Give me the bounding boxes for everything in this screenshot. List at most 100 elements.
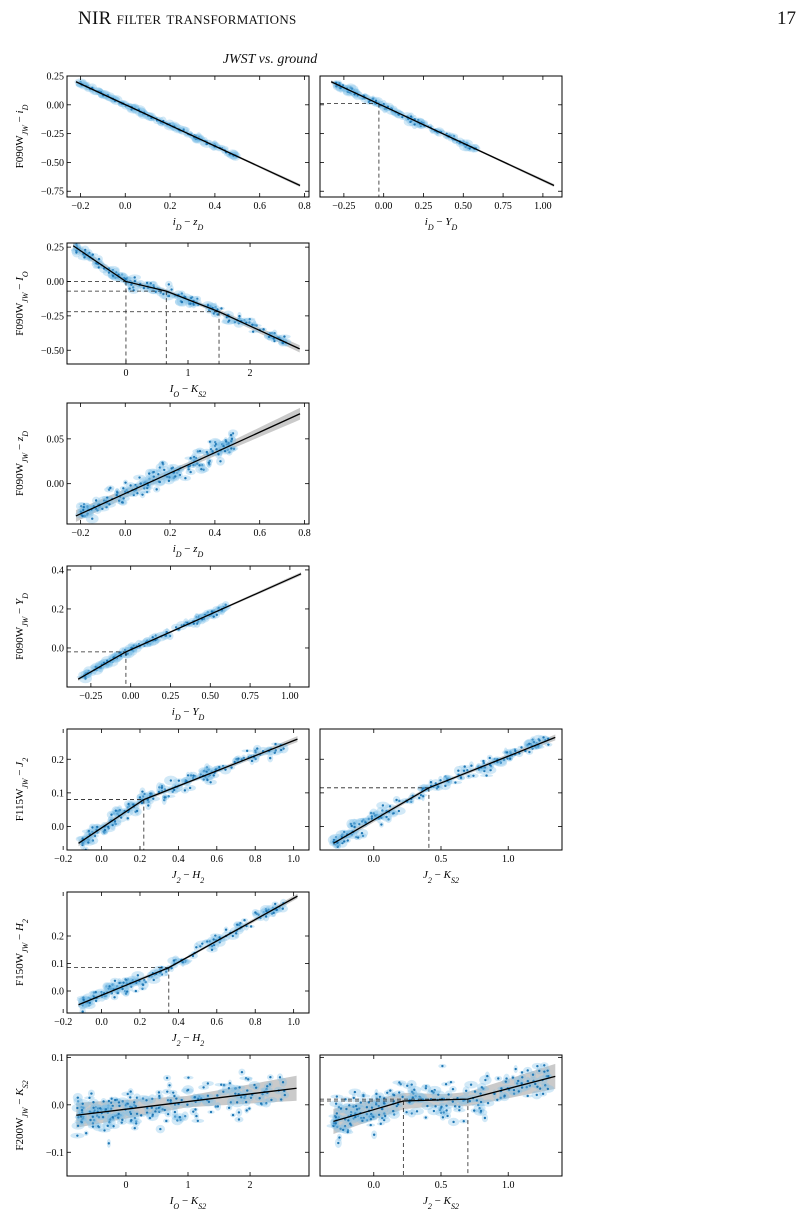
x-tick-label: 0.8 xyxy=(249,1017,262,1028)
x-tick-label: 0.4 xyxy=(172,1017,185,1028)
data-point xyxy=(192,774,195,777)
data-point xyxy=(405,1110,408,1114)
axes-frame xyxy=(66,565,310,688)
data-point xyxy=(192,455,196,459)
data-point xyxy=(227,441,230,445)
data-point xyxy=(205,770,208,773)
data-point xyxy=(148,477,151,481)
data-point xyxy=(172,1091,175,1094)
fit-line xyxy=(78,738,298,844)
data-point xyxy=(406,1084,409,1088)
data-point xyxy=(191,954,195,958)
data-point xyxy=(362,1116,365,1120)
data-point xyxy=(410,800,413,804)
data-point xyxy=(367,817,370,821)
data-point xyxy=(118,808,121,812)
data-point xyxy=(380,823,383,826)
data-point xyxy=(134,483,137,487)
axes-frame xyxy=(66,891,310,1014)
data-point xyxy=(398,1081,401,1084)
data-point xyxy=(176,471,179,475)
panel-p2: −0.25 0.00 0.25 0.50 0.75 1.00 iD − YD xyxy=(319,75,563,232)
data-point xyxy=(94,665,97,669)
data-point xyxy=(341,1128,345,1132)
panel-p1: −0.2 0.0 0.2 0.4 0.6 0.8 0.25 0.00 −0.25 −0.50 −0.… xyxy=(14,72,311,232)
data-point xyxy=(149,282,152,285)
data-point xyxy=(514,1067,517,1071)
data-point xyxy=(273,751,276,754)
data-point xyxy=(76,1106,79,1110)
data-point xyxy=(202,778,205,781)
data-point xyxy=(532,740,535,744)
data-point xyxy=(111,660,114,664)
y-tick-label: −0.25 xyxy=(41,311,64,322)
x-tick-label: 0.25 xyxy=(162,691,180,702)
data-point xyxy=(170,467,173,470)
data-point xyxy=(198,449,202,453)
data-point xyxy=(95,1114,99,1117)
data-point xyxy=(228,1082,232,1085)
data-point xyxy=(464,145,467,148)
data-point xyxy=(262,328,265,331)
data-point xyxy=(281,907,284,910)
data-point xyxy=(349,1122,352,1125)
data-point xyxy=(457,769,460,772)
data-point xyxy=(486,1074,489,1078)
data-point xyxy=(163,1108,166,1112)
data-point xyxy=(199,773,202,776)
y-tick-label: −0.50 xyxy=(41,346,64,357)
data-point xyxy=(413,123,416,126)
x-axis-label: J2 − H2 xyxy=(172,869,205,885)
data-point xyxy=(183,1114,187,1118)
data-point xyxy=(479,1100,483,1104)
data-point xyxy=(133,1126,136,1130)
data-point xyxy=(133,1101,136,1104)
data-point xyxy=(383,1112,386,1115)
data-point xyxy=(234,1087,237,1090)
data-point xyxy=(154,1110,157,1113)
data-point xyxy=(217,453,220,456)
data-point xyxy=(107,488,111,491)
data-point xyxy=(439,779,442,782)
data-point xyxy=(240,758,243,761)
data-point xyxy=(335,85,338,88)
data-point xyxy=(334,1122,337,1125)
data-point xyxy=(130,108,133,111)
x-tick-label: 1.0 xyxy=(502,1180,515,1191)
data-point xyxy=(386,1091,389,1095)
data-point xyxy=(469,1083,473,1086)
data-point xyxy=(96,831,99,834)
data-point xyxy=(452,135,456,138)
data-point xyxy=(189,470,192,474)
data-point xyxy=(444,1083,448,1086)
data-point xyxy=(202,468,205,471)
data-point xyxy=(133,279,137,283)
data-point xyxy=(107,1142,111,1145)
data-point xyxy=(82,508,85,512)
data-point xyxy=(184,959,187,962)
x-tick-label: −0.25 xyxy=(332,201,355,212)
fit-line xyxy=(330,81,555,187)
data-point xyxy=(143,644,146,648)
data-point xyxy=(116,985,119,988)
data-point xyxy=(385,815,388,819)
data-point xyxy=(206,611,210,614)
data-point xyxy=(84,677,87,680)
data-point xyxy=(279,748,283,752)
data-point xyxy=(109,987,113,991)
data-point xyxy=(115,1114,119,1117)
data-point xyxy=(371,97,375,100)
data-point xyxy=(126,1102,129,1106)
data-point xyxy=(482,759,485,763)
data-point xyxy=(526,1094,529,1098)
data-point xyxy=(336,1125,339,1129)
x-tick-label: 0.75 xyxy=(494,201,512,212)
data-point xyxy=(210,944,214,948)
data-point xyxy=(83,840,86,843)
data-point xyxy=(444,775,447,778)
data-point xyxy=(414,1095,417,1098)
data-point xyxy=(122,497,125,500)
data-point xyxy=(341,84,345,87)
data-point xyxy=(120,501,124,504)
data-point xyxy=(121,1118,124,1122)
